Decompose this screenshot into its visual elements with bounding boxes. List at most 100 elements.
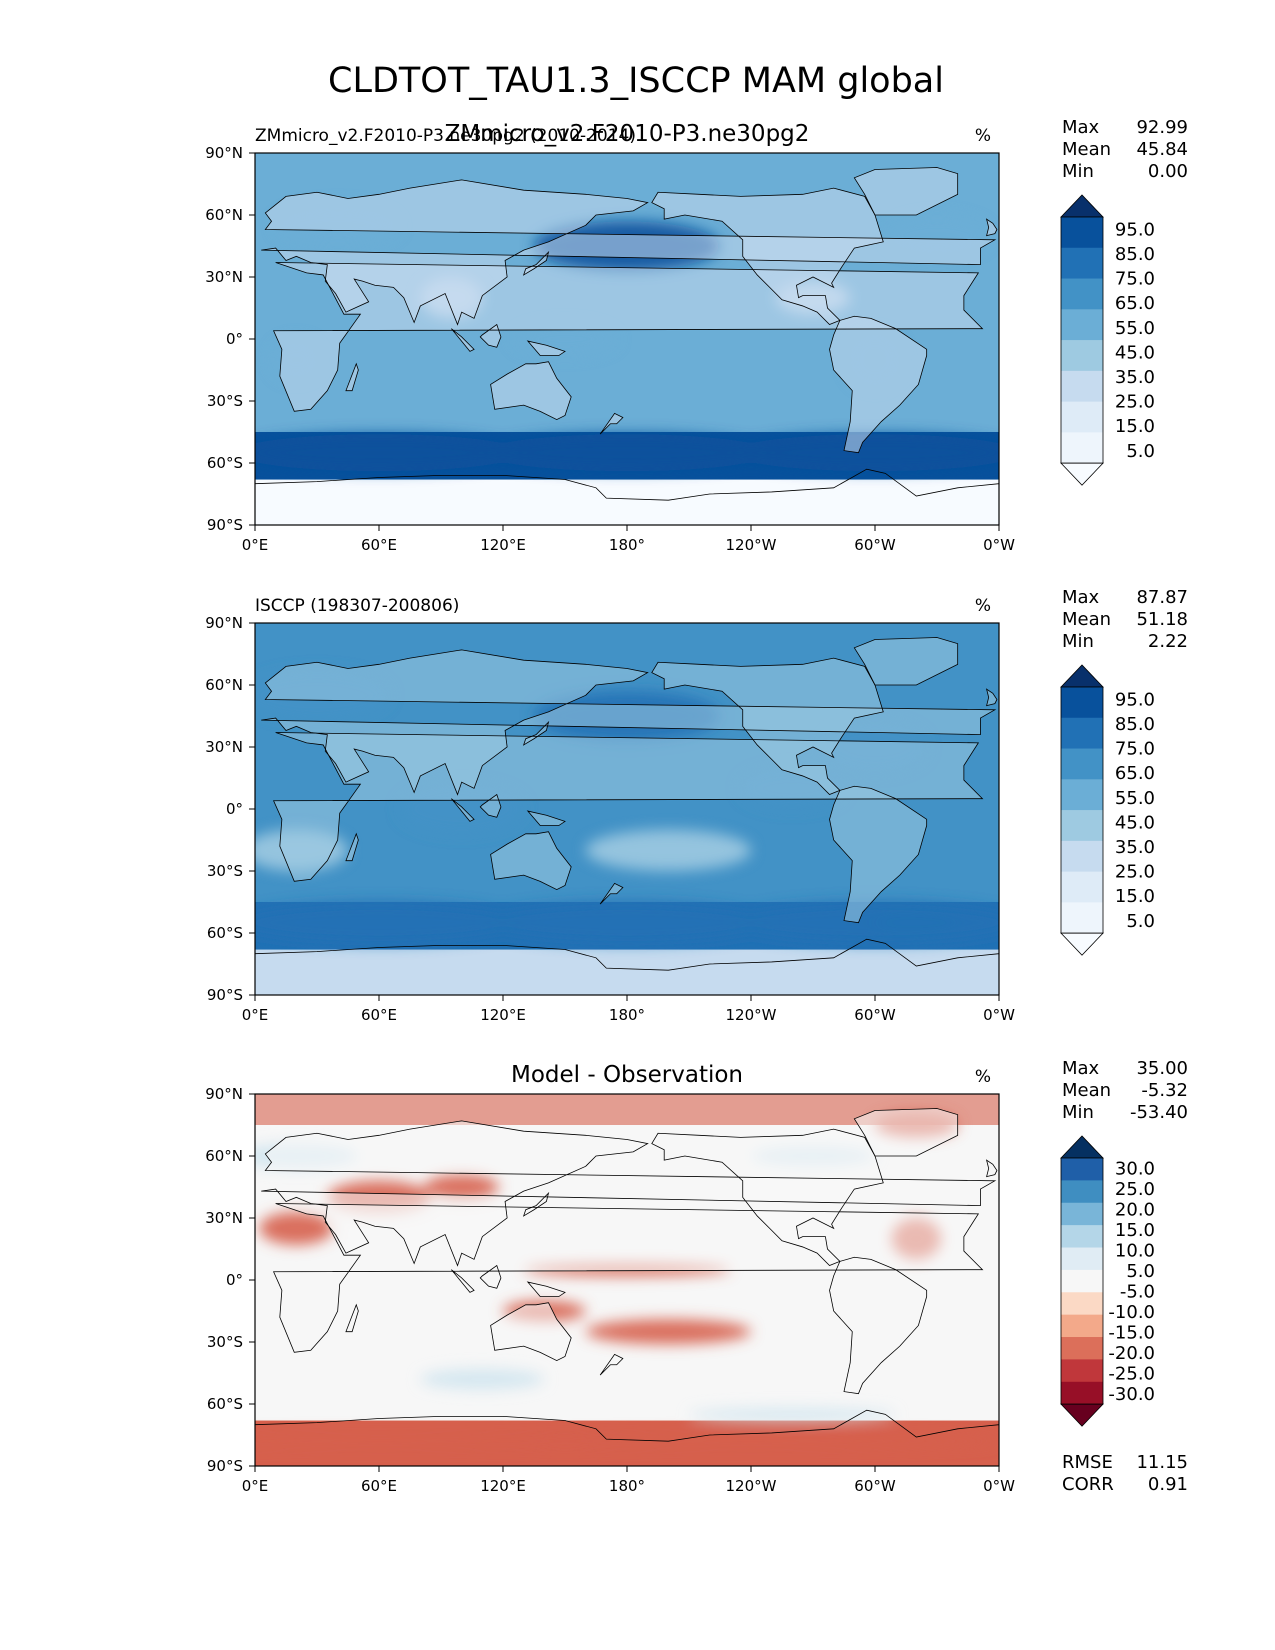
land-uk xyxy=(986,219,997,236)
colorbar-extend-top xyxy=(1060,664,1104,688)
stat-label: Min xyxy=(1062,161,1094,182)
land-madagascar xyxy=(345,363,359,391)
panel-units: % xyxy=(975,596,991,616)
panel-units: % xyxy=(975,126,991,146)
y-tick-label: 30°S xyxy=(207,392,243,410)
x-tick-label: 60°W xyxy=(854,536,896,554)
stat-label: Mean xyxy=(1062,139,1111,160)
y-tick-label: 60°N xyxy=(205,1147,243,1165)
field-feature xyxy=(482,434,772,472)
land-new-guinea xyxy=(527,811,565,826)
stat-label: Mean xyxy=(1062,1080,1111,1101)
x-tick-label: 60°W xyxy=(854,1477,896,1495)
stat-value: 45.84 xyxy=(1136,139,1188,160)
land-tint xyxy=(261,1108,997,1394)
coastlines xyxy=(255,1108,999,1466)
colorbar-label: 65.0 xyxy=(1115,763,1155,784)
coastline-south-america xyxy=(829,315,928,454)
x-tick-label: 180° xyxy=(609,1006,645,1024)
colorbar-segment xyxy=(1061,1314,1103,1338)
colorbar-label: 65.0 xyxy=(1115,293,1155,314)
coastlines xyxy=(255,637,999,995)
land-australia xyxy=(490,361,572,420)
land-japan xyxy=(523,722,549,745)
land-greenland xyxy=(854,637,958,685)
colorbar-segment xyxy=(1061,1247,1103,1271)
stat-label: Min xyxy=(1062,631,1094,652)
panel-left-title: ZMmicro_v2.F2010-P3.ne30pg2 (2010-2014) xyxy=(255,126,636,146)
x-tick-label: 0°E xyxy=(242,536,269,554)
panel-left-title: ISCCP (198307-200806) xyxy=(255,596,459,616)
colorbar-segment xyxy=(1061,217,1103,249)
x-tick-label: 60°E xyxy=(361,1006,397,1024)
x-tick-label: 180° xyxy=(609,1477,645,1495)
coastline-new-zealand xyxy=(599,882,624,905)
land-uk xyxy=(986,1160,997,1177)
coastline-borneo xyxy=(479,1264,502,1289)
y-tick-label: 90°S xyxy=(207,516,243,534)
land-madagascar xyxy=(345,833,359,861)
coastline-madagascar xyxy=(345,362,359,392)
coastline-north-america xyxy=(651,1128,884,1267)
colorbar: 95.0 85.0 75.0 65.0 55.0 45.0 35.0 25.0 15.0 5.0 xyxy=(1060,664,1155,956)
field-feature xyxy=(875,906,958,940)
land-australia xyxy=(490,831,572,890)
colorbar-segment xyxy=(1061,1381,1103,1405)
land-new-zealand xyxy=(600,1354,623,1376)
coastline-antarctica xyxy=(255,468,999,525)
colorbar-segment xyxy=(1061,278,1103,310)
colorbar-segment xyxy=(1061,1180,1103,1204)
y-tick-label: 60°N xyxy=(205,676,243,694)
land-greenland xyxy=(854,167,958,215)
panel-title: Model - Observation xyxy=(511,1062,743,1088)
coastline-antarctica xyxy=(255,938,999,995)
land-sumatra xyxy=(451,798,475,822)
map-field xyxy=(255,153,999,525)
colorbar-segment xyxy=(1061,1269,1103,1293)
coastline-borneo xyxy=(479,323,502,348)
colorbar-segment xyxy=(1061,370,1103,403)
x-tick-label: 120°W xyxy=(726,1006,777,1024)
x-tick-label: 180° xyxy=(609,536,645,554)
x-tick-label: 0°W xyxy=(983,1006,1015,1024)
land-eurasia xyxy=(261,649,995,795)
y-tick-label: 60°S xyxy=(207,924,243,942)
x-tick-label: 120°W xyxy=(726,536,777,554)
stat-value: 87.87 xyxy=(1136,587,1188,608)
map-field xyxy=(255,623,999,995)
error-stat-label: CORR xyxy=(1062,1474,1114,1495)
colorbar-label: 95.0 xyxy=(1115,219,1155,240)
colorbar-label: 5.0 xyxy=(1126,911,1155,932)
stat-value: -5.32 xyxy=(1141,1080,1188,1101)
field-feature xyxy=(503,1432,999,1450)
error-stat-value: 11.15 xyxy=(1136,1452,1188,1473)
land-north-america xyxy=(651,1129,884,1266)
colorbar-label: 85.0 xyxy=(1115,714,1155,735)
land-uk xyxy=(986,689,997,706)
colorbar-label: 5.0 xyxy=(1126,441,1155,462)
colorbar-label: 20.0 xyxy=(1115,1199,1155,1220)
coastline-sumatra xyxy=(451,798,475,822)
colorbar-label: 75.0 xyxy=(1115,269,1155,290)
land-australia xyxy=(490,1302,572,1361)
colorbar-label: 10.0 xyxy=(1115,1240,1155,1261)
coastline-africa xyxy=(272,1203,984,1353)
coastlines xyxy=(255,167,999,525)
map-panel-3: 0°E 60°E 120°E 180° 120°W 60°W 0°W 90°N 60°N 30°N… xyxy=(205,1058,1188,1495)
x-tick-label: 120°E xyxy=(480,1006,526,1024)
coastline-australia xyxy=(490,831,572,891)
error-stat-value: 0.91 xyxy=(1148,1474,1188,1495)
colorbar-extend-top xyxy=(1060,194,1104,218)
coastline-uk xyxy=(985,688,998,707)
colorbar-label: 35.0 xyxy=(1115,837,1155,858)
antarctic-band xyxy=(255,479,999,525)
field-feature xyxy=(585,1319,751,1345)
colorbar-segment xyxy=(1061,1292,1103,1316)
colorbar-segment xyxy=(1061,340,1103,372)
x-tick-label: 0°E xyxy=(242,1477,269,1495)
figure-title: CLDTOT_TAU1.3_ISCCP MAM global xyxy=(328,61,944,101)
coastline-africa xyxy=(272,732,984,882)
land-madagascar xyxy=(345,1304,359,1332)
coastline-new-zealand xyxy=(599,412,624,435)
